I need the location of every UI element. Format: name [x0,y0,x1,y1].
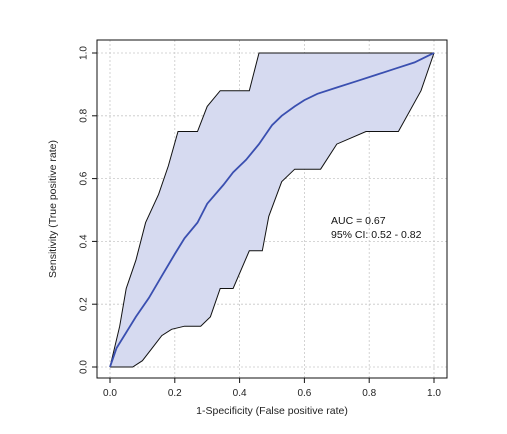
x-tick-label: 0.6 [297,388,311,399]
ci-lower-line [110,52,435,368]
x-tick-label: 0.0 [103,388,117,399]
y-tick-label: 0.2 [79,297,90,311]
x-tick-label: 0.2 [168,388,182,399]
y-tick-label: 0.4 [79,234,90,248]
y-tick-label: 0.0 [79,360,90,374]
x-tick-label: 0.4 [233,388,247,399]
plot-frame [96,39,448,379]
ci-annotation: 95% CI: 0.52 - 0.82 [331,229,422,241]
roc-curve [109,52,435,368]
x-axis-label: 1-Specificity (False positive rate) [196,405,348,417]
x-tick-label: 0.8 [362,388,376,399]
y-axis: 0.0 0.2 0.4 0.6 0.8 1.0 [79,46,97,374]
auc-annotation: AUC = 0.67 [331,215,386,227]
y-tick-label: 0.6 [79,171,90,185]
y-tick-label: 1.0 [79,46,90,60]
x-tick-label: 1.0 [427,388,441,399]
y-tick-label: 0.8 [79,108,90,122]
ci-upper-line [109,52,434,368]
x-axis: 0.0 0.2 0.4 0.6 0.8 1.0 [103,378,441,399]
y-axis-label: Sensitivity (True positive rate) [47,140,59,278]
